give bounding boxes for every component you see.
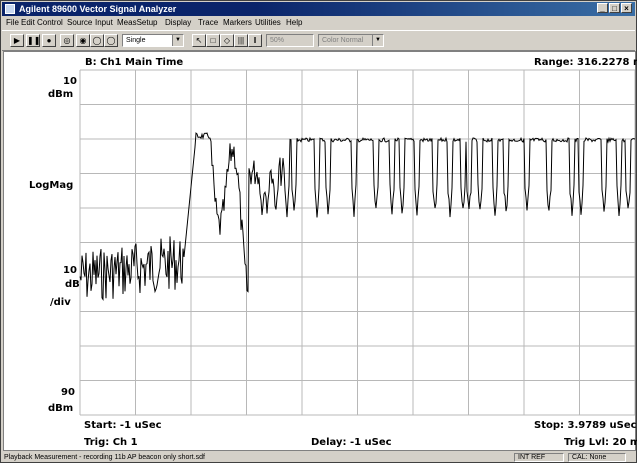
- status-message: Playback Measurement - recording 11b AP …: [4, 454, 205, 461]
- menu-markers[interactable]: Markers: [223, 18, 252, 27]
- menu-trace[interactable]: Trace: [198, 18, 219, 27]
- record-icon[interactable]: ◎: [60, 34, 74, 47]
- trace-line: [79, 132, 635, 302]
- trace-window[interactable]: B: Ch1 Main Time Range: 316.2278 mV 10 d…: [3, 51, 637, 451]
- cal-status: CAL: None: [568, 453, 626, 462]
- pointer-icon[interactable]: ↖: [192, 34, 206, 47]
- app-icon[interactable]: [5, 4, 15, 14]
- ref-unit: dBm: [48, 89, 74, 100]
- start-label: Start: -1 uSec: [84, 420, 162, 431]
- circle-b-icon[interactable]: ◉: [76, 34, 90, 47]
- split-icon[interactable]: ‖: [248, 34, 262, 47]
- chevron-down-icon[interactable]: ▼: [172, 35, 183, 46]
- stop-label: Stop: 3.9789 uSec: [534, 420, 637, 431]
- range-label: Range: 316.2278 mV: [534, 57, 637, 68]
- title-bar[interactable]: Agilent 89600 Vector Signal Analyzer _ □…: [2, 2, 635, 16]
- color-scheme-select[interactable]: Color Normal ▼: [318, 34, 384, 47]
- scale-unit: dB: [65, 279, 80, 290]
- maximize-button[interactable]: □: [609, 3, 620, 13]
- vertical-lines-icon[interactable]: |||: [234, 34, 248, 47]
- marker-icon[interactable]: ◇: [220, 34, 234, 47]
- stop-icon[interactable]: ●: [42, 34, 56, 47]
- minimize-button[interactable]: _: [597, 3, 608, 13]
- menu-display[interactable]: Display: [165, 18, 192, 27]
- close-button[interactable]: ×: [621, 3, 632, 13]
- pause-icon[interactable]: ❚❚: [26, 34, 41, 47]
- grid-lines: [79, 69, 635, 416]
- scale-value: 10: [63, 265, 77, 276]
- trigger-label: Trig: Ch 1: [84, 437, 138, 448]
- circle-c-icon[interactable]: ◯: [90, 34, 104, 47]
- menu-edit[interactable]: Edit: [21, 18, 35, 27]
- delay-label: Delay: -1 uSec: [311, 437, 392, 448]
- status-bar: Playback Measurement - recording 11b AP …: [2, 453, 635, 463]
- ref-value: 10: [63, 76, 77, 87]
- bottom-unit: dBm: [48, 403, 74, 414]
- play-icon[interactable]: ▶: [10, 34, 24, 47]
- menu-bar: File Edit Control Source Input MeasSetup…: [2, 17, 635, 29]
- menu-input[interactable]: Input: [95, 18, 113, 27]
- zoom-value: 50%: [270, 37, 285, 44]
- format-label: LogMag: [29, 180, 74, 191]
- scale-per: /div: [50, 297, 71, 308]
- menu-file[interactable]: File: [6, 18, 19, 27]
- circle-d-icon[interactable]: ◯: [104, 34, 118, 47]
- window-title: Agilent 89600 Vector Signal Analyzer: [19, 4, 177, 14]
- trace-plot[interactable]: [4, 52, 635, 450]
- rectangle-icon[interactable]: □: [206, 34, 220, 47]
- trace-title: B: Ch1 Main Time: [85, 57, 184, 68]
- sweep-mode-select[interactable]: Single ▼: [122, 34, 184, 47]
- chevron-down-icon[interactable]: ▼: [372, 35, 383, 46]
- menu-source[interactable]: Source: [67, 18, 93, 27]
- menu-help[interactable]: Help: [286, 18, 303, 27]
- trig-level-label: Trig Lvl: 20 mV: [564, 437, 637, 448]
- menu-utilities[interactable]: Utilities: [255, 18, 281, 27]
- menu-meassetup[interactable]: MeasSetup: [117, 18, 158, 27]
- menu-control[interactable]: Control: [37, 18, 63, 27]
- ref-status: INT REF: [514, 453, 564, 462]
- zoom-field[interactable]: 50%: [266, 34, 314, 47]
- sweep-mode-value: Single: [126, 37, 146, 44]
- toolbar: ▶ ❚❚ ● ◎ ◉ ◯ ◯ Single ▼ ↖ □ ◇ ||| ‖ 50% …: [2, 30, 635, 51]
- color-scheme-value: Color Normal: [322, 37, 364, 44]
- bottom-value: 90: [61, 387, 75, 398]
